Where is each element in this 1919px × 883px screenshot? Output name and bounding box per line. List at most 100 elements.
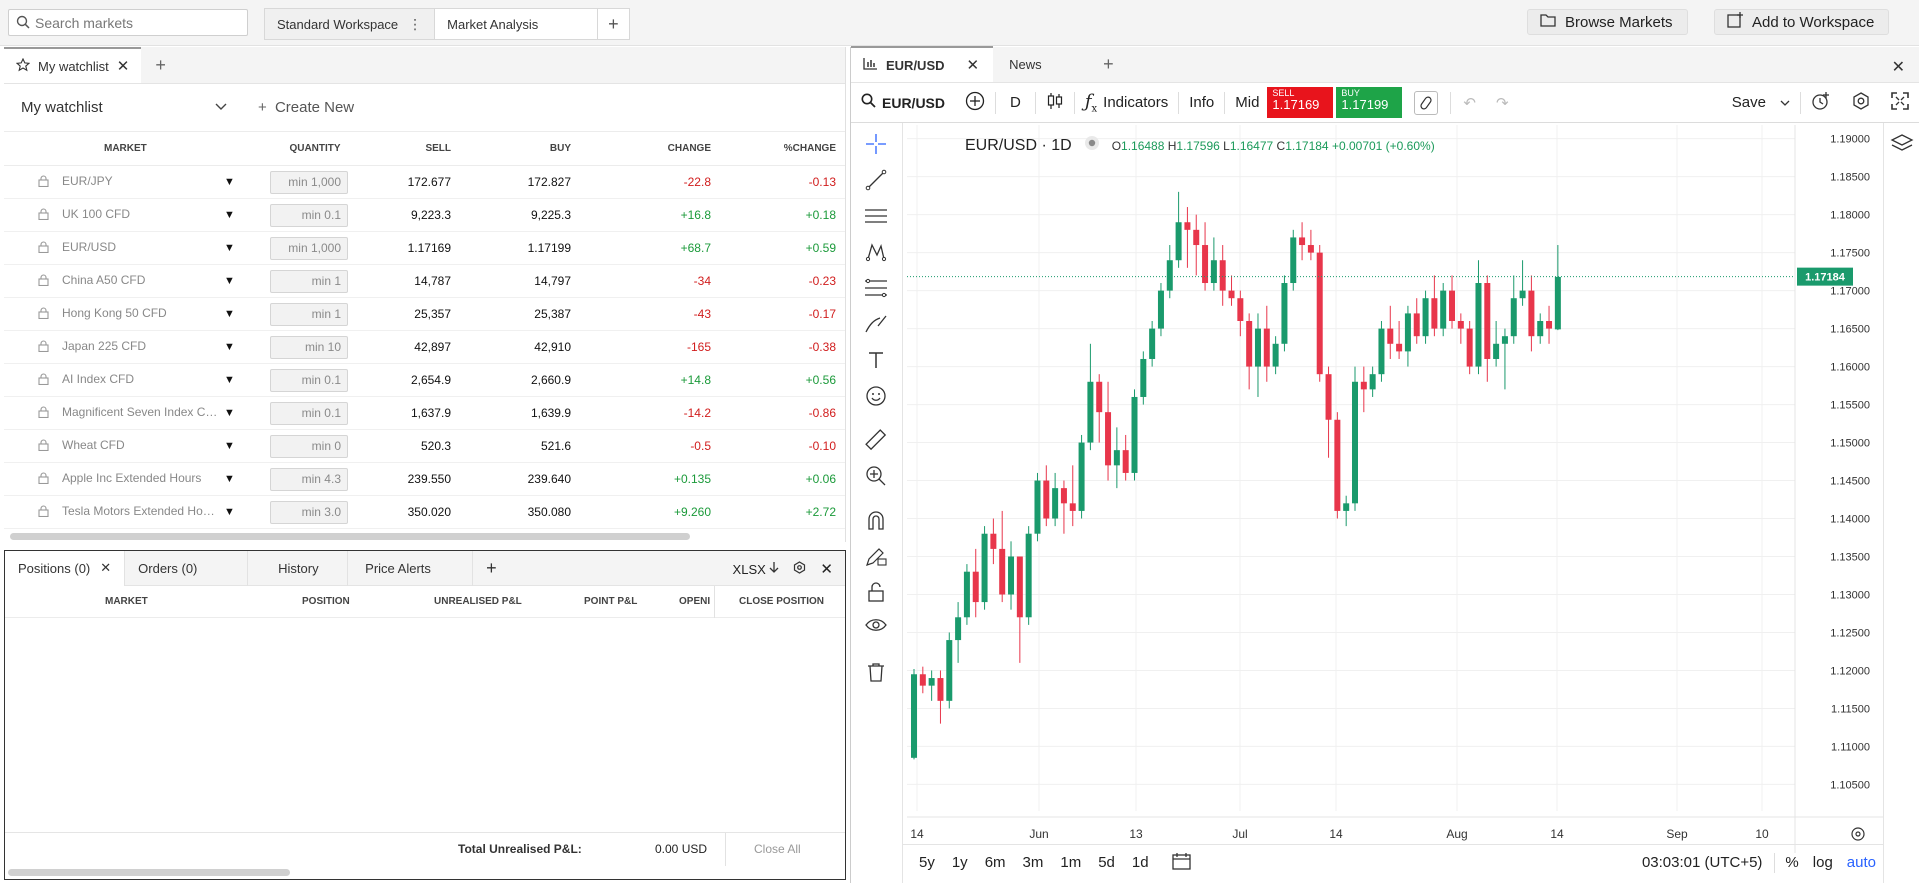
- close-icon[interactable]: ✕: [100, 560, 112, 575]
- add-tab-button[interactable]: +: [1103, 53, 1114, 74]
- layers-button[interactable]: [1890, 133, 1914, 158]
- chart-type-button[interactable]: [1036, 83, 1074, 123]
- redo-button[interactable]: ↷: [1488, 83, 1517, 123]
- market-cell[interactable]: Magnificent Seven Index CFD: [4, 405, 222, 422]
- expand-triangle-icon[interactable]: ▼: [224, 506, 235, 518]
- search-input[interactable]: [35, 14, 240, 32]
- zoom-tool[interactable]: [862, 463, 890, 491]
- buy-price[interactable]: 239.640: [527, 472, 571, 486]
- save-button[interactable]: Save: [1722, 83, 1800, 123]
- buy-price[interactable]: 2,660.9: [530, 373, 571, 387]
- horizontal-scrollbar[interactable]: [10, 533, 690, 540]
- watchlist-select[interactable]: My watchlist: [21, 99, 227, 116]
- sell-price[interactable]: 172.677: [407, 175, 451, 189]
- range-button[interactable]: 3m: [1022, 854, 1044, 871]
- tab-news[interactable]: News: [993, 46, 1089, 82]
- buy-price[interactable]: 521.6: [540, 439, 571, 453]
- emoji-tool[interactable]: [862, 383, 890, 411]
- tab-history[interactable]: History: [248, 550, 349, 586]
- expand-triangle-icon[interactable]: ▼: [224, 242, 235, 254]
- close-icon[interactable]: ✕: [966, 57, 980, 74]
- close-panel-icon[interactable]: ✕: [820, 561, 833, 578]
- quantity-input[interactable]: min 1: [270, 302, 348, 326]
- sell-price[interactable]: 520.3: [420, 439, 451, 453]
- table-row[interactable]: Magnificent Seven Index CFD ▼ min 0.1 1,637…: [4, 397, 845, 430]
- range-button[interactable]: 5y: [919, 854, 935, 871]
- buy-price[interactable]: 42,910: [534, 340, 571, 354]
- range-button[interactable]: 1m: [1060, 854, 1082, 871]
- market-cell[interactable]: UK 100 CFD: [4, 207, 222, 224]
- close-panel-icon[interactable]: ✕: [1891, 59, 1905, 76]
- table-row[interactable]: UK 100 CFD ▼ min 0.1 9,223.3 9,225.3 +16.8 +0.…: [4, 199, 845, 232]
- create-new-button[interactable]: + Create New: [258, 99, 354, 116]
- date-range-button[interactable]: [1158, 852, 1206, 874]
- sell-price[interactable]: 14,787: [414, 274, 451, 288]
- tab-price-alerts[interactable]: Price Alerts: [348, 550, 474, 586]
- workspace-tab-market-analysis[interactable]: Market Analysis: [435, 9, 599, 39]
- buy-price[interactable]: 172.827: [527, 175, 571, 189]
- table-row[interactable]: Hong Kong 50 CFD ▼ min 1 25,357 25,387 -43 -0.…: [4, 298, 845, 331]
- price-chart[interactable]: 1.19000 1.18500 1.18000 1.17500 1.17000 1.165…: [907, 125, 1883, 853]
- quantity-input[interactable]: min 0.1: [270, 368, 348, 392]
- market-cell[interactable]: Tesla Motors Extended Hours: [4, 504, 222, 521]
- add-tab-button[interactable]: +: [155, 54, 166, 75]
- expand-triangle-icon[interactable]: ▼: [224, 473, 235, 485]
- auto-scale-toggle[interactable]: auto: [1846, 854, 1876, 871]
- quantity-input[interactable]: min 1,000: [270, 236, 348, 260]
- table-row[interactable]: Japan 225 CFD ▼ min 10 42,897 42,910 -165 -0.3…: [4, 331, 845, 364]
- lock-drawing-tool[interactable]: [862, 543, 890, 571]
- add-to-workspace-button[interactable]: Add to Workspace: [1714, 9, 1890, 35]
- sell-price[interactable]: 42,897: [414, 340, 451, 354]
- expand-triangle-icon[interactable]: ▼: [224, 440, 235, 452]
- range-button[interactable]: 1d: [1131, 854, 1149, 871]
- sell-price[interactable]: 350.020: [407, 505, 451, 519]
- expand-triangle-icon[interactable]: ▼: [224, 308, 235, 320]
- sell-price[interactable]: 239.550: [407, 472, 451, 486]
- market-cell[interactable]: EUR/USD: [4, 240, 222, 257]
- buy-price[interactable]: 25,387: [534, 307, 571, 321]
- market-cell[interactable]: Hong Kong 50 CFD: [4, 306, 222, 323]
- tab-my-watchlist[interactable]: My watchlist ✕: [4, 47, 142, 83]
- pattern-tool[interactable]: [862, 239, 890, 267]
- crosshair-tool[interactable]: [862, 131, 890, 159]
- expand-triangle-icon[interactable]: ▼: [224, 176, 235, 188]
- add-tab-button[interactable]: +: [486, 557, 497, 578]
- close-all-button[interactable]: Close All: [754, 842, 801, 856]
- close-icon[interactable]: ✕: [116, 58, 130, 75]
- quantity-input[interactable]: min 1: [270, 269, 348, 293]
- buy-price[interactable]: 9,225.3: [530, 208, 571, 222]
- table-row[interactable]: China A50 CFD ▼ min 1 14,787 14,797 -34 -0.23: [4, 265, 845, 298]
- fullscreen-button[interactable]: [1881, 83, 1919, 123]
- horizontal-scrollbar[interactable]: [8, 869, 290, 876]
- fib-tool[interactable]: [862, 275, 890, 303]
- sell-price[interactable]: 2,654.9: [410, 373, 451, 387]
- brush-tool[interactable]: [862, 311, 890, 339]
- export-xlsx-button[interactable]: XLSX: [733, 561, 780, 577]
- buy-price[interactable]: 1.17199: [527, 241, 571, 255]
- buy-price[interactable]: 1,639.9: [530, 406, 571, 420]
- undo-button[interactable]: ↶: [1451, 83, 1488, 123]
- buy-price[interactable]: 350.080: [527, 505, 571, 519]
- range-button[interactable]: 6m: [984, 854, 1006, 871]
- magnet-tool[interactable]: [862, 507, 890, 535]
- alert-button[interactable]: [1801, 83, 1841, 123]
- sell-price[interactable]: 1,637.9: [410, 406, 451, 420]
- table-row[interactable]: EUR/JPY ▼ min 1,000 172.677 172.827 -22.8 -0.1…: [4, 166, 845, 199]
- sell-price[interactable]: 25,357: [414, 307, 451, 321]
- quantity-input[interactable]: min 3.0: [270, 500, 348, 524]
- kebab-menu-icon[interactable]: ⋮: [408, 15, 423, 32]
- market-cell[interactable]: Japan 225 CFD: [4, 339, 222, 356]
- range-button[interactable]: 5d: [1098, 854, 1115, 871]
- market-cell[interactable]: AI Index CFD: [4, 372, 222, 389]
- tab-eur-usd[interactable]: EUR/USD ✕: [851, 46, 994, 82]
- tab-orders[interactable]: Orders (0): [125, 550, 249, 586]
- expand-triangle-icon[interactable]: ▼: [224, 407, 235, 419]
- buy-price[interactable]: 14,797: [534, 274, 571, 288]
- symbol-search-button[interactable]: EUR/USD: [851, 83, 955, 123]
- chart-settings-button[interactable]: [1841, 83, 1881, 123]
- quantity-input[interactable]: min 10: [270, 335, 348, 359]
- expand-triangle-icon[interactable]: ▼: [224, 209, 235, 221]
- sell-price-button[interactable]: SELL 1.17169: [1267, 87, 1334, 118]
- market-cell[interactable]: EUR/JPY: [4, 174, 222, 191]
- visibility-tool[interactable]: [862, 613, 890, 641]
